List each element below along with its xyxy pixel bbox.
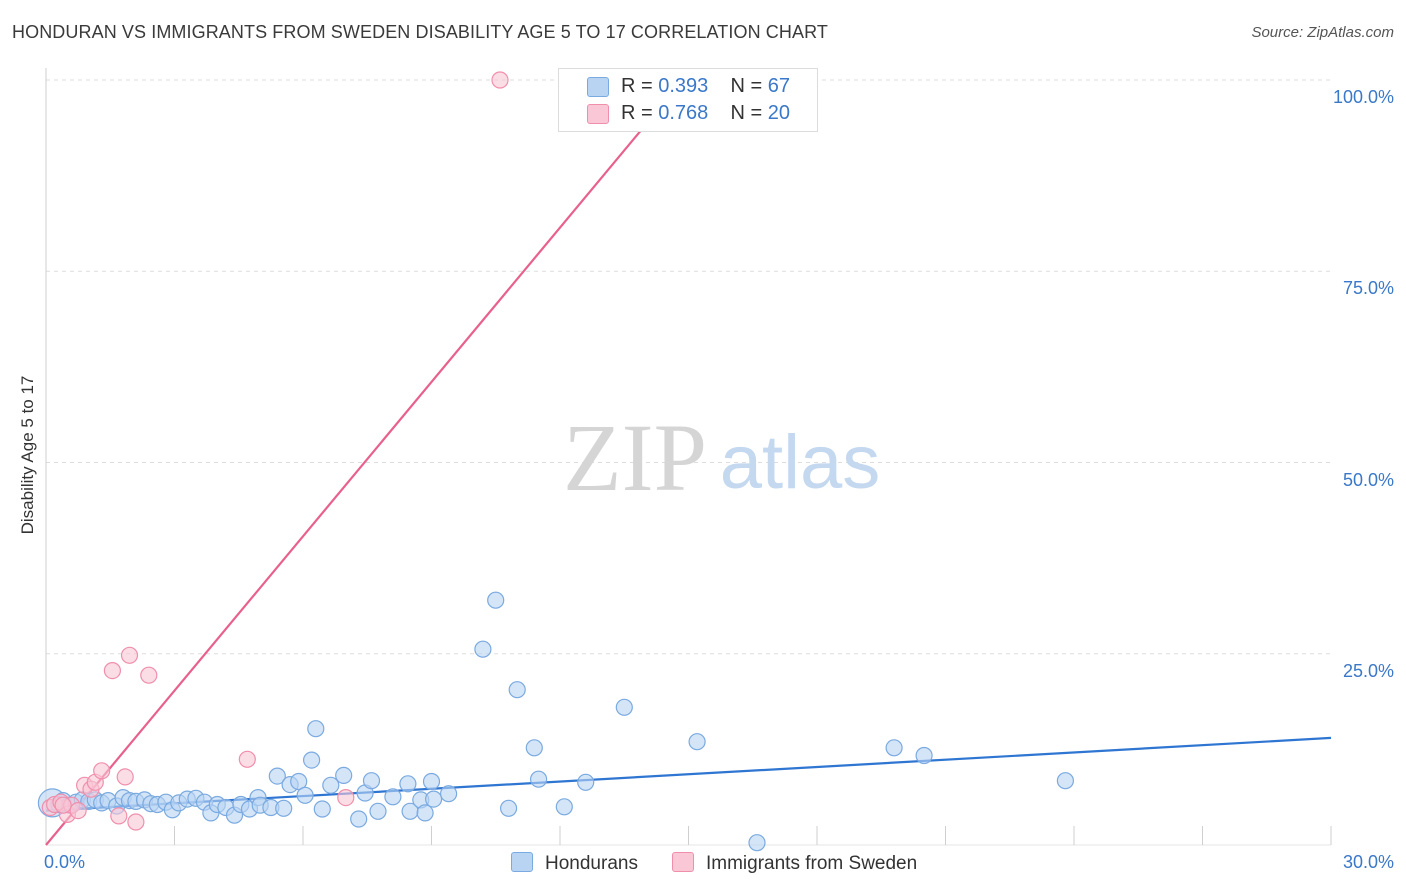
- bottom-legend-hondurans: Hondurans: [511, 852, 638, 875]
- honduran-point: [748, 834, 766, 852]
- sweden-point: [93, 762, 111, 780]
- bottom-legend-sweden: Immigrants from Sweden: [672, 852, 917, 875]
- watermark: ZIP atlas: [563, 404, 880, 511]
- honduran-point: [422, 772, 441, 791]
- honduran-point: [440, 785, 458, 803]
- legend-r-label: R =: [621, 102, 653, 124]
- legend-swatch-pink: [587, 104, 609, 124]
- y-tick-label: 25.0%: [1342, 660, 1394, 681]
- y-tick-label: 75.0%: [1342, 278, 1394, 299]
- legend-label-hondurans: Hondurans: [545, 853, 638, 874]
- data-points: [37, 71, 1075, 852]
- honduran-point: [885, 739, 903, 757]
- sweden-point: [116, 768, 134, 786]
- honduran-point: [508, 681, 526, 699]
- stats-legend: R = 0.393 N = 67 R = 0.768 N = 20: [558, 68, 818, 132]
- legend-swatch-blue: [511, 852, 533, 872]
- honduran-point: [268, 767, 286, 785]
- x-tick-label: 30.0%: [1342, 852, 1394, 872]
- legend-label-sweden: Immigrants from Sweden: [706, 853, 918, 874]
- legend-swatch-blue: [587, 77, 609, 97]
- sweden-point: [110, 807, 128, 825]
- honduran-point: [384, 788, 402, 806]
- legend-n-label: N =: [730, 102, 763, 124]
- honduran-point: [688, 733, 706, 751]
- honduran-point: [500, 799, 518, 817]
- honduran-point: [425, 790, 443, 808]
- sweden-point: [103, 661, 122, 680]
- honduran-point: [1056, 772, 1075, 790]
- honduran-point: [275, 799, 293, 817]
- sweden-point: [337, 788, 355, 807]
- honduran-point: [529, 770, 548, 788]
- legend-r-value: 0.768: [658, 102, 709, 124]
- honduran-point: [615, 698, 633, 716]
- honduran-point: [335, 766, 353, 785]
- sweden-point: [120, 646, 139, 664]
- sweden-point: [54, 796, 72, 814]
- honduran-point: [362, 772, 381, 790]
- legend-n-label: N =: [730, 75, 763, 97]
- honduran-point: [307, 720, 325, 738]
- honduran-point: [915, 746, 933, 765]
- sweden-point: [140, 666, 158, 684]
- honduran-point: [416, 804, 434, 822]
- x-tick-label: 0.0%: [44, 852, 86, 872]
- legend-r-value: 0.393: [658, 75, 709, 97]
- legend-n-value: 20: [767, 102, 791, 124]
- honduran-point: [577, 773, 595, 791]
- watermark-atlas: atlas: [720, 420, 881, 505]
- sweden-point: [127, 813, 145, 831]
- sweden-point: [238, 750, 256, 768]
- honduran-point: [399, 775, 417, 793]
- legend-swatch-pink: [672, 852, 694, 872]
- chart-title: HONDURAN VS IMMIGRANTS FROM SWEDEN DISAB…: [12, 22, 828, 42]
- honduran-point: [350, 810, 368, 828]
- y-tick-label: 50.0%: [1342, 469, 1394, 490]
- honduran-point: [555, 798, 573, 816]
- honduran-point: [525, 739, 543, 757]
- watermark-zip: ZIP: [563, 404, 707, 511]
- sweden-point: [491, 71, 509, 89]
- sweden-trend-line: [45, 79, 684, 846]
- honduran-point: [474, 640, 492, 658]
- legend-r-label: R =: [621, 75, 653, 97]
- honduran-point: [303, 751, 321, 769]
- honduran-point: [487, 591, 505, 609]
- honduran-point: [290, 772, 308, 791]
- legend-n-value: 67: [767, 75, 791, 97]
- gridlines: [46, 79, 1331, 655]
- sweden-point: [69, 801, 87, 820]
- axes: [45, 68, 1332, 846]
- honduran-point: [313, 800, 331, 818]
- y-tick-label: 100.0%: [1332, 87, 1394, 107]
- y-axis-title: Disability Age 5 to 17: [18, 375, 37, 535]
- honduran-point: [369, 802, 387, 820]
- honduran-point: [296, 786, 314, 804]
- source-label: Source: ZipAtlas.com: [1251, 24, 1394, 41]
- honduran-point: [322, 776, 340, 794]
